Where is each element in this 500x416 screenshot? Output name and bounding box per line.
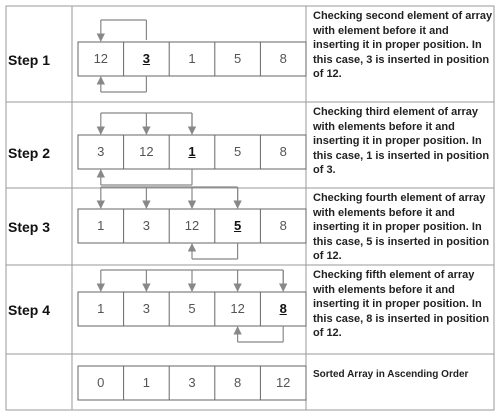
array-cell: 5 bbox=[233, 51, 242, 66]
array-cell: 8 bbox=[279, 218, 287, 233]
step-description: Checking second element of array with el… bbox=[313, 10, 493, 80]
array-cell: 12 bbox=[139, 144, 154, 159]
array-cell: 3 bbox=[142, 218, 150, 233]
array-cell: 8 bbox=[279, 144, 287, 159]
array-cell: 3 bbox=[188, 375, 196, 390]
array-cell: 1 bbox=[97, 218, 105, 233]
array-cell: 8 bbox=[233, 375, 242, 390]
array-cell-current: 5 bbox=[233, 218, 242, 233]
array-box bbox=[77, 365, 307, 401]
array-cell: 12 bbox=[93, 51, 109, 66]
step-description: Checking fourth element of array with el… bbox=[313, 192, 490, 262]
array-box bbox=[77, 208, 307, 244]
array-cell: 5 bbox=[188, 301, 196, 316]
array-cell: 5 bbox=[233, 144, 242, 159]
array-cell: 12 bbox=[184, 218, 200, 233]
array-cell: 1 bbox=[188, 51, 196, 66]
array-cell: 1 bbox=[97, 301, 105, 316]
table-border bbox=[5, 5, 495, 411]
array-cell: 12 bbox=[275, 375, 291, 390]
array-cell-current: 1 bbox=[188, 144, 196, 159]
array-cell: 1 bbox=[142, 375, 150, 390]
step-description: Sorted Array in Ascending Order bbox=[313, 369, 469, 380]
array-cell: 12 bbox=[230, 301, 245, 316]
step-label: Step 2 bbox=[8, 145, 51, 161]
step-label: Step 3 bbox=[8, 219, 51, 235]
array-box bbox=[77, 134, 307, 170]
array-cell: 0 bbox=[97, 375, 105, 390]
array-cell-current: 8 bbox=[279, 301, 287, 316]
array-cell: 8 bbox=[279, 51, 287, 66]
step-description: Checking third element of array with ele… bbox=[313, 106, 490, 176]
step-label: Step 4 bbox=[8, 302, 51, 318]
step-description: Checking fifth element of array with ele… bbox=[313, 269, 490, 339]
array-cell: 3 bbox=[97, 144, 105, 159]
array-box bbox=[77, 291, 307, 327]
array-box bbox=[77, 41, 307, 77]
array-cell: 3 bbox=[142, 301, 150, 316]
array-cell-current: 3 bbox=[142, 51, 150, 66]
step-label: Step 1 bbox=[8, 52, 51, 68]
